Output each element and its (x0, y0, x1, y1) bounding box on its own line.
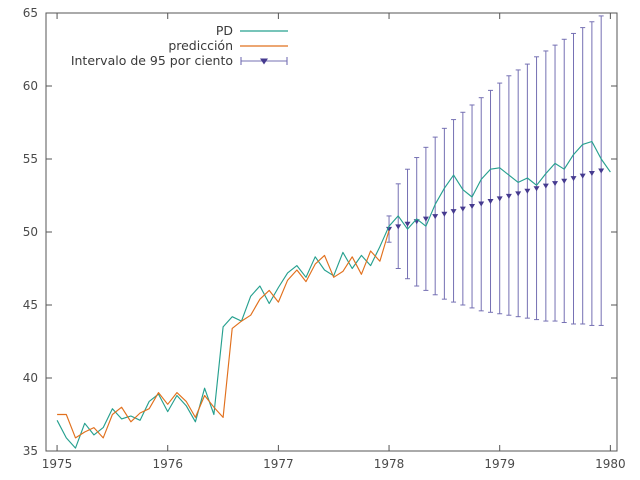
triangle-marker-icon (459, 206, 466, 212)
series-line-PD (56, 140, 611, 449)
triangle-marker-icon (552, 181, 559, 187)
triangle-marker-icon (524, 188, 531, 194)
triangle-marker-icon (579, 173, 586, 179)
plot-border (45, 12, 618, 452)
legend: PD predicción Intervalo de 95 por ciento (71, 23, 288, 68)
y-tick-label: 60 (23, 79, 38, 93)
triangle-marker-icon (515, 191, 522, 197)
x-tick-label: 1977 (263, 457, 294, 471)
triangle-marker-icon (487, 198, 494, 204)
legend-label-prediccion: predicción (168, 38, 233, 53)
legend-entry-prediccion: predicción (71, 38, 288, 53)
y-tick-label: 35 (23, 444, 38, 458)
triangle-marker-icon (432, 214, 439, 220)
triangle-marker-icon (469, 203, 476, 209)
triangle-marker-icon (570, 176, 577, 182)
legend-label-pd: PD (215, 23, 233, 38)
triangle-marker-icon (561, 178, 568, 184)
triangle-marker-icon (478, 201, 485, 207)
series-line-predicción (57, 230, 390, 439)
triangle-marker-icon (598, 168, 605, 174)
triangle-marker-icon (588, 170, 595, 176)
legend-entry-intervalo: Intervalo de 95 por ciento (71, 53, 288, 68)
triangle-marker-icon (441, 211, 448, 217)
x-tick-label: 1979 (484, 457, 515, 471)
y-tick-label: 50 (23, 225, 38, 239)
triangle-marker-icon (395, 224, 402, 230)
legend-line-sample-pd (240, 29, 288, 32)
legend-line-sample-prediccion (240, 44, 288, 47)
triangle-marker-icon (450, 209, 457, 215)
triangle-marker-icon (260, 58, 268, 64)
triangle-marker-icon (505, 193, 512, 199)
triangle-marker-icon (422, 216, 429, 222)
x-tick-label: 1976 (152, 457, 183, 471)
x-tick-label: 1975 (42, 457, 73, 471)
triangle-marker-icon (542, 183, 549, 189)
y-tick-label: 40 (23, 371, 38, 385)
legend-errorbar-sample (240, 56, 288, 65)
y-tick-label: 45 (23, 298, 38, 312)
y-tick-label: 55 (23, 152, 38, 166)
legend-entry-pd: PD (71, 23, 288, 38)
legend-label-intervalo: Intervalo de 95 por ciento (70, 53, 233, 68)
triangle-marker-icon (404, 221, 411, 227)
triangle-marker-icon (533, 186, 540, 192)
triangle-marker-icon (496, 196, 503, 202)
y-tick-label: 65 (23, 6, 38, 20)
errorbar-series (386, 15, 605, 326)
x-tick-label: 1978 (374, 457, 405, 471)
x-tick-label: 1980 (595, 457, 626, 471)
